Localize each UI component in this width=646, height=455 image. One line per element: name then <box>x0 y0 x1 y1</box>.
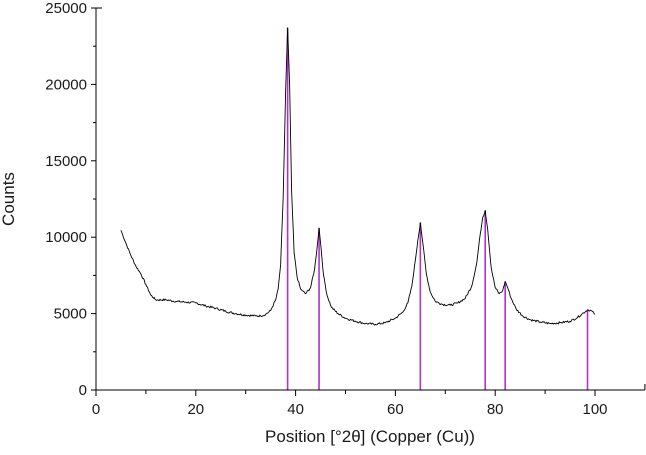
x-axis-title: Position [°2θ] (Copper (Cu)) <box>265 427 475 446</box>
x-tick-label: 80 <box>487 401 504 418</box>
y-tick-label: 25000 <box>45 0 87 17</box>
x-tick-label: 0 <box>92 401 100 418</box>
x-tick-label: 40 <box>287 401 304 418</box>
y-tick-label: 20000 <box>45 76 87 93</box>
y-tick-label: 5000 <box>54 306 87 323</box>
y-axis-title: Counts <box>0 172 18 226</box>
x-tick-label: 60 <box>387 401 404 418</box>
x-tick-label: 100 <box>582 401 607 418</box>
y-tick-label: 10000 <box>45 229 87 246</box>
xrd-pattern-line <box>120 27 596 326</box>
axes: 0 5000 10000 15000 20000 25000 0 20 40 60 80 100 <box>45 0 646 418</box>
x-tick-label: 20 <box>187 401 204 418</box>
plot-area <box>120 27 596 390</box>
y-tick-label: 0 <box>79 382 87 399</box>
y-tick-label: 15000 <box>45 153 87 170</box>
